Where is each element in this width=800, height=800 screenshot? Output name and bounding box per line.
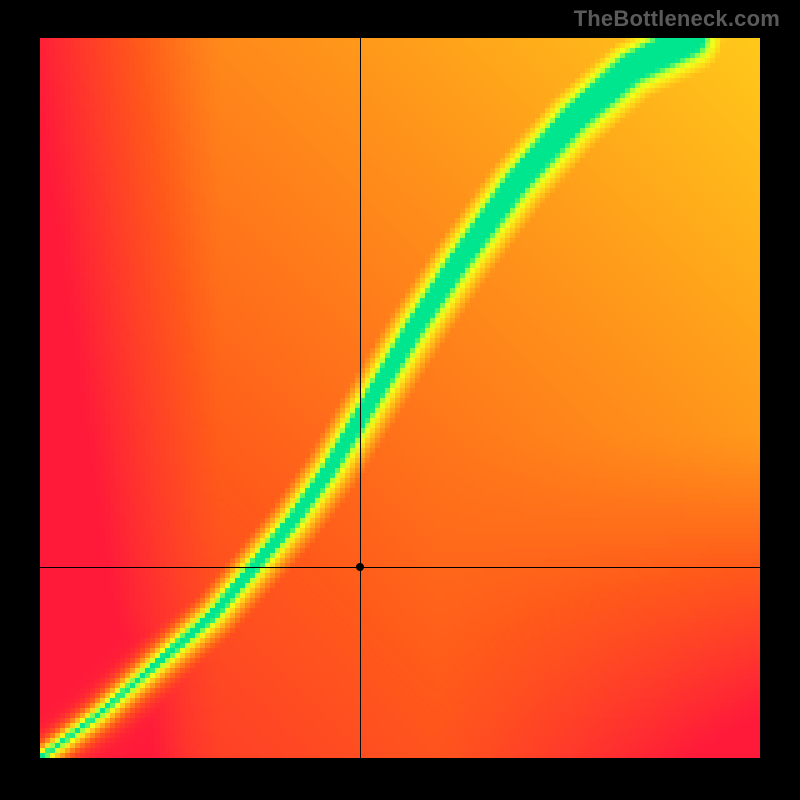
- chart-container: TheBottleneck.com: [0, 0, 800, 800]
- plot-area: [40, 38, 760, 758]
- watermark-text: TheBottleneck.com: [574, 6, 780, 32]
- marker-point: [356, 563, 364, 571]
- crosshair-horizontal: [40, 567, 760, 568]
- crosshair-vertical: [360, 38, 361, 758]
- heatmap-canvas: [40, 38, 760, 758]
